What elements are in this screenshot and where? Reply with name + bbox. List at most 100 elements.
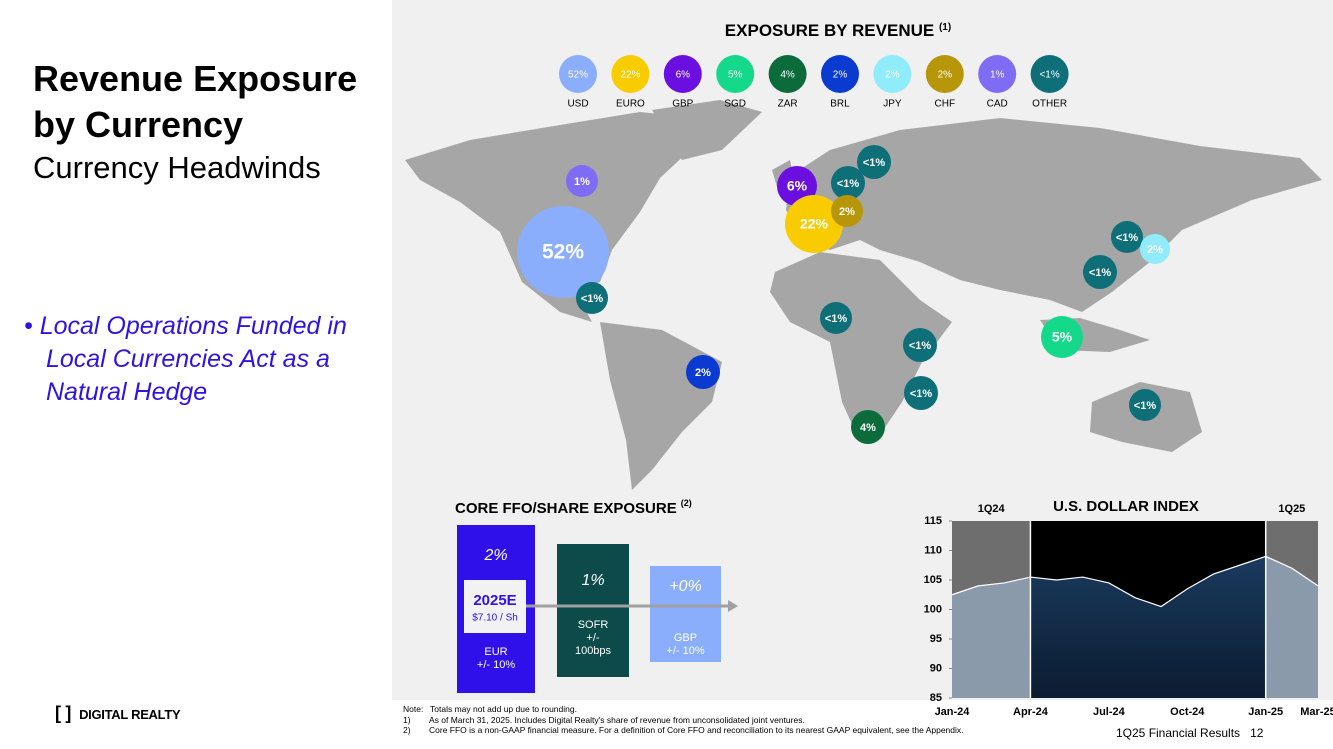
x-tick-label: Mar-25 bbox=[1300, 706, 1333, 718]
map-bubble bbox=[857, 145, 891, 179]
y-tick-label: 95 bbox=[930, 633, 942, 645]
legend-value: 52% bbox=[568, 70, 588, 81]
map-bubble-label: 52% bbox=[542, 241, 584, 264]
map-bubble-label: <1% bbox=[825, 313, 848, 325]
legend-dot bbox=[978, 55, 1017, 93]
note-marker: 1) bbox=[403, 714, 411, 725]
map-bubble-label: <1% bbox=[1134, 400, 1157, 412]
map-bubble bbox=[904, 376, 938, 410]
map-bubble bbox=[566, 165, 598, 197]
legend-dot bbox=[611, 55, 650, 93]
bullet: • Local Operations Funded in Local Curre… bbox=[24, 312, 347, 406]
x-tick-label: Oct-24 bbox=[1170, 706, 1205, 718]
ffo-bar bbox=[557, 544, 629, 677]
legend-label: CHF bbox=[935, 99, 956, 110]
ffo-center-sub: $7.10 / Sh bbox=[472, 613, 518, 624]
map-bubble bbox=[831, 195, 863, 227]
map-bubble bbox=[785, 195, 843, 253]
map-bubble-label: <1% bbox=[909, 340, 932, 352]
legend-label: JPY bbox=[883, 99, 902, 110]
map-bubble-label: 2% bbox=[1147, 244, 1163, 256]
map-bubble bbox=[1140, 234, 1170, 264]
legend-dot bbox=[716, 55, 755, 93]
ffo-label: GBP bbox=[674, 632, 697, 644]
ffo-title: CORE FFO/SHARE EXPOSURE (2) bbox=[455, 498, 692, 517]
map-bubble bbox=[1129, 389, 1161, 421]
map-bubble bbox=[1083, 255, 1117, 289]
legend-dot bbox=[925, 55, 964, 93]
map-bubble-label: 2% bbox=[695, 367, 711, 379]
legend-value: 1% bbox=[990, 70, 1005, 81]
ffo-chart: CORE FFO/SHARE EXPOSURE (2)2%EUR+/- 10%1%… bbox=[455, 498, 738, 693]
ffo-arrow-head bbox=[728, 600, 738, 612]
note: 2) Core FFO is a non-GAAP financial measu… bbox=[403, 725, 964, 736]
legend-label: SGD bbox=[724, 99, 746, 110]
legend-dot bbox=[821, 55, 859, 93]
map-bubble-label: <1% bbox=[837, 178, 860, 190]
note: Note: Totals may not add up due to roundi… bbox=[403, 704, 964, 715]
ffo-center-box bbox=[464, 580, 526, 633]
ffo-center: 2025E bbox=[473, 592, 516, 609]
map-bubble-label: <1% bbox=[581, 293, 604, 305]
ffo-note-ref: (2) bbox=[681, 498, 692, 508]
ffo-pct: 2% bbox=[483, 547, 507, 564]
legend-value: <1% bbox=[1039, 70, 1059, 81]
ffo-pct: +0% bbox=[669, 578, 701, 595]
map-bubble bbox=[1111, 221, 1143, 253]
subtitle: Currency Headwinds bbox=[33, 150, 321, 185]
legend-label: USD bbox=[567, 99, 588, 110]
ffo-label: 100bps bbox=[575, 645, 612, 657]
y-tick-label: 85 bbox=[930, 692, 942, 704]
y-tick-label: 90 bbox=[930, 662, 942, 674]
ffo-label: SOFR bbox=[578, 619, 609, 631]
map-bubble-label: <1% bbox=[1116, 232, 1139, 244]
map-bubble-label: 6% bbox=[787, 178, 808, 194]
map-bubble bbox=[831, 166, 865, 200]
title: Revenue Exposure by Currency bbox=[33, 58, 358, 145]
y-tick-label: 115 bbox=[924, 515, 942, 527]
ffo-title-text: CORE FFO/SHARE EXPOSURE bbox=[455, 500, 677, 517]
note-text: Core FFO is a non-GAAP financial measure… bbox=[429, 725, 964, 735]
map-bubble bbox=[686, 355, 720, 389]
logo: [ ] DIGITAL REALTY bbox=[55, 703, 181, 723]
legend-value: 2% bbox=[938, 70, 953, 81]
map-bubble-label: <1% bbox=[863, 157, 886, 169]
legend-dot bbox=[768, 55, 807, 93]
legend-label: EURO bbox=[616, 99, 645, 110]
annotation: 1Q25 bbox=[1278, 503, 1305, 515]
notes: Note: Totals may not add up due to roundi… bbox=[403, 704, 964, 736]
y-tick-label: 105 bbox=[924, 574, 942, 586]
annotation: 1Q24 bbox=[978, 503, 1006, 515]
map-bubble-label: 1% bbox=[574, 176, 590, 188]
map-bubble-label: 5% bbox=[1052, 329, 1073, 345]
y-tick-label: 110 bbox=[924, 544, 942, 556]
map-bubble-label: 22% bbox=[800, 216, 829, 232]
note-text: Totals may not add up due to rounding. bbox=[430, 704, 577, 714]
x-tick-label: Jan-24 bbox=[935, 706, 971, 718]
chart-title: U.S. DOLLAR INDEX bbox=[1053, 498, 1199, 515]
legend-value: 22% bbox=[620, 70, 640, 81]
line bbox=[951, 555, 1319, 608]
footer: 1Q25 Financial Results 12 bbox=[1116, 726, 1264, 740]
ffo-label: +/- bbox=[586, 632, 599, 644]
map-bubble bbox=[1041, 316, 1083, 358]
map-bubble bbox=[903, 328, 937, 362]
legend-label: GBP bbox=[672, 99, 693, 110]
note-marker: 2) bbox=[403, 725, 411, 735]
map-bubble-label: 2% bbox=[839, 206, 855, 218]
legend-dot bbox=[873, 55, 912, 93]
map-bubble bbox=[820, 302, 852, 334]
legend-dot bbox=[1030, 55, 1069, 93]
map-bubbles: 1%52%<1%2%6%22%<1%<1%2%<1%<1%<1%4%<1%2%<… bbox=[517, 145, 1170, 444]
legend-label: ZAR bbox=[778, 99, 798, 110]
map-bubble-label: <1% bbox=[1089, 267, 1112, 279]
y-tick-label: 100 bbox=[924, 603, 942, 615]
note-marker: Note: bbox=[403, 704, 424, 714]
revenue-title: EXPOSURE BY REVENUE (1) bbox=[725, 21, 951, 40]
note-text: As of March 31, 2025. Includes Digital R… bbox=[429, 714, 805, 725]
ffo-bar bbox=[650, 566, 721, 662]
legend-value: 4% bbox=[780, 70, 795, 81]
legend-value: 5% bbox=[728, 70, 743, 81]
area bbox=[1030, 556, 1266, 698]
